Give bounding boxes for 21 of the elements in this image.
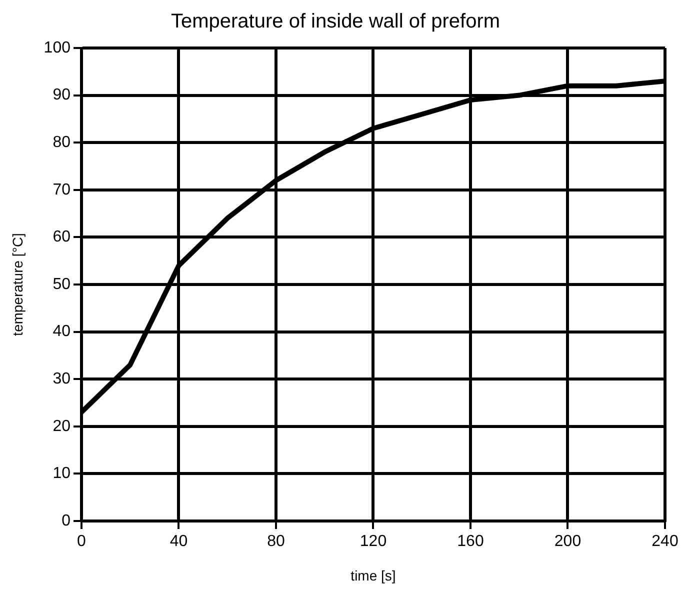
y-tick-label: 20 (52, 418, 71, 435)
y-tick-label: 0 (62, 512, 71, 530)
y-tick-label: 40 (52, 323, 71, 340)
x-tick-label: 80 (267, 533, 285, 550)
y-axis-title: temperature [°C] (9, 233, 26, 336)
x-tick-label: 200 (554, 533, 582, 550)
y-tick-label: 100 (44, 39, 71, 56)
y-tick-label: 70 (52, 181, 71, 198)
chart-title: Temperature of inside wall of preform (170, 10, 500, 33)
y-tick-label: 50 (52, 276, 71, 293)
y-tick-label: 60 (52, 228, 71, 246)
y-tick-label: 10 (52, 465, 71, 482)
x-axis-title: time [s] (350, 567, 396, 584)
y-tick-label: 90 (52, 86, 71, 104)
y-tick-label: 80 (52, 134, 71, 152)
x-tick-label: 120 (360, 533, 387, 550)
y-tick-label: 30 (52, 370, 71, 388)
x-tick-label: 0 (77, 533, 86, 550)
x-tick-label: 240 (652, 533, 678, 550)
x-tick-label: 160 (457, 533, 484, 550)
x-tick-label: 40 (170, 533, 188, 550)
